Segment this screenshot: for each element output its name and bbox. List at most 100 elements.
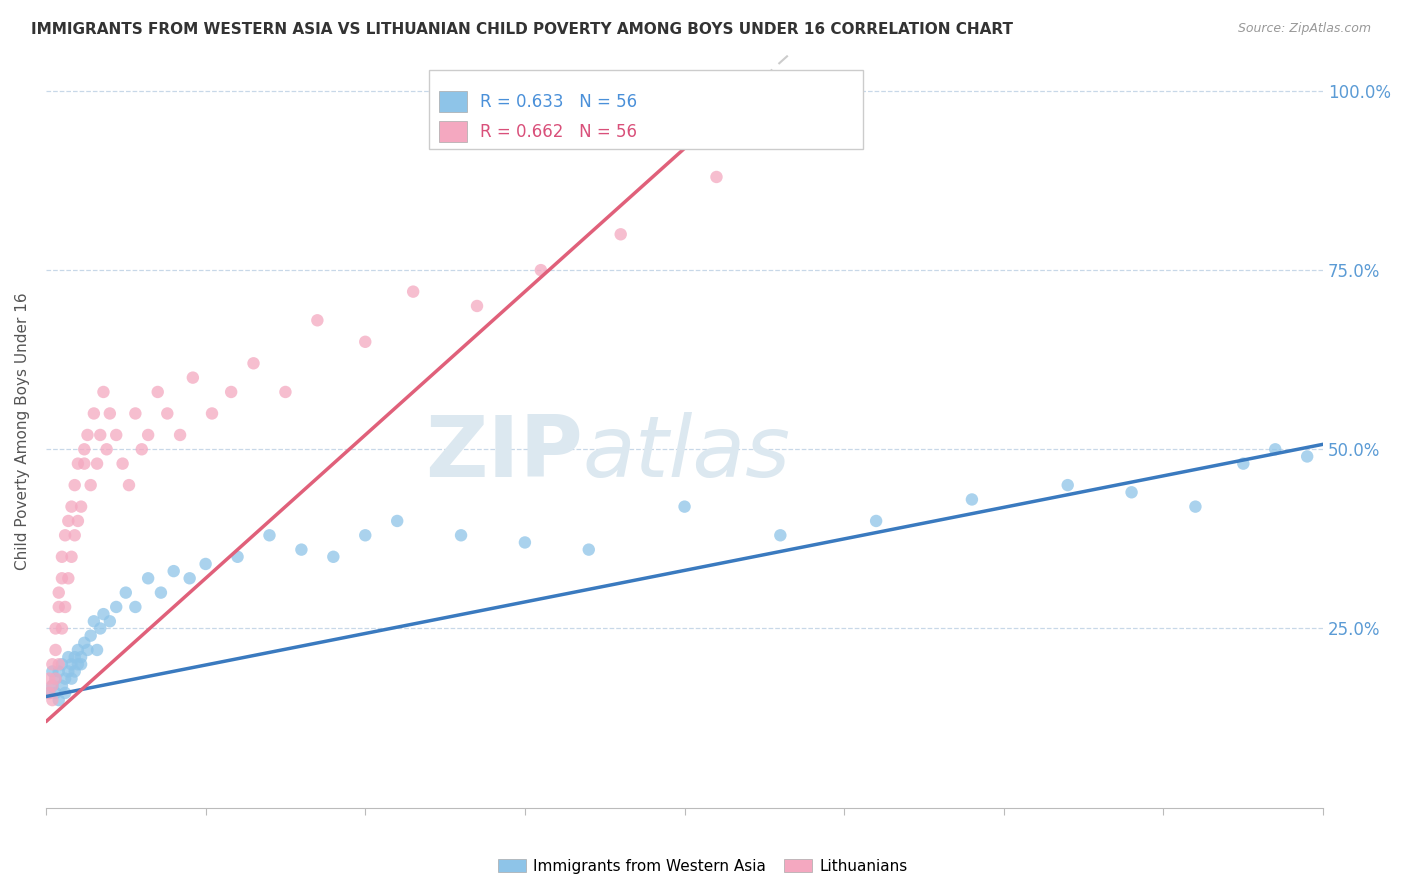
Point — [79, 478, 101, 492]
Point — [79, 629, 101, 643]
Point — [513, 535, 536, 549]
Point — [60, 500, 83, 514]
Point — [76, 643, 98, 657]
Point — [41, 679, 63, 693]
Point — [45, 622, 67, 636]
Point — [48, 665, 70, 679]
Point — [179, 571, 201, 585]
Point — [41, 679, 63, 693]
Point — [66, 514, 89, 528]
Point — [1296, 450, 1319, 464]
Point — [66, 457, 89, 471]
Text: R = 0.662   N = 56: R = 0.662 N = 56 — [481, 123, 637, 141]
Point — [149, 585, 172, 599]
Point — [76, 428, 98, 442]
Point — [1232, 457, 1254, 471]
Bar — [439, 121, 467, 143]
Point — [66, 643, 89, 657]
Point — [609, 227, 631, 242]
Point — [70, 500, 93, 514]
Point — [58, 571, 80, 585]
Point — [354, 334, 377, 349]
Point — [38, 672, 60, 686]
Point — [98, 407, 121, 421]
Point — [194, 557, 217, 571]
Point — [45, 672, 67, 686]
Text: IMMIGRANTS FROM WESTERN ASIA VS LITHUANIAN CHILD POVERTY AMONG BOYS UNDER 16 COR: IMMIGRANTS FROM WESTERN ASIA VS LITHUANI… — [31, 22, 1012, 37]
Point — [136, 428, 159, 442]
Point — [89, 428, 111, 442]
Point — [169, 428, 191, 442]
Point — [86, 643, 108, 657]
Point — [63, 665, 86, 679]
Point — [242, 356, 264, 370]
Point — [58, 665, 80, 679]
Point — [63, 528, 86, 542]
Point — [322, 549, 344, 564]
Point — [124, 407, 146, 421]
Point — [41, 693, 63, 707]
Point — [53, 528, 76, 542]
Point — [219, 384, 242, 399]
Point — [259, 528, 281, 542]
Point — [73, 457, 96, 471]
Point — [136, 571, 159, 585]
Point — [38, 686, 60, 700]
Point — [706, 169, 728, 184]
Point — [290, 542, 312, 557]
Point — [114, 585, 136, 599]
Point — [118, 478, 141, 492]
Point — [38, 686, 60, 700]
Point — [51, 622, 73, 636]
Point — [63, 478, 86, 492]
Point — [48, 585, 70, 599]
Point — [673, 500, 696, 514]
Point — [1056, 478, 1078, 492]
Point — [48, 599, 70, 614]
Text: Source: ZipAtlas.com: Source: ZipAtlas.com — [1237, 22, 1371, 36]
Point — [48, 657, 70, 672]
Point — [45, 686, 67, 700]
Point — [60, 672, 83, 686]
Point — [105, 599, 128, 614]
Point — [70, 650, 93, 665]
Point — [146, 384, 169, 399]
Point — [465, 299, 488, 313]
Point — [105, 428, 128, 442]
Point — [93, 607, 115, 621]
Point — [124, 599, 146, 614]
Point — [41, 665, 63, 679]
Point — [60, 549, 83, 564]
Point — [1121, 485, 1143, 500]
Point — [73, 442, 96, 457]
Point — [45, 643, 67, 657]
Point — [53, 599, 76, 614]
Point — [226, 549, 249, 564]
Point — [960, 492, 983, 507]
Point — [51, 679, 73, 693]
Point — [156, 407, 179, 421]
Point — [181, 370, 204, 384]
Point — [45, 672, 67, 686]
Point — [96, 442, 118, 457]
Point — [769, 528, 792, 542]
Point — [89, 622, 111, 636]
Point — [60, 657, 83, 672]
Point — [1264, 442, 1286, 457]
Point — [66, 657, 89, 672]
Point — [131, 442, 153, 457]
Point — [93, 384, 115, 399]
Point — [51, 657, 73, 672]
FancyBboxPatch shape — [429, 70, 863, 149]
Legend: Immigrants from Western Asia, Lithuanians: Immigrants from Western Asia, Lithuanian… — [492, 853, 914, 880]
Point — [201, 407, 224, 421]
Point — [70, 657, 93, 672]
Point — [51, 571, 73, 585]
Point — [354, 528, 377, 542]
Point — [450, 528, 472, 542]
Point — [73, 636, 96, 650]
Point — [1184, 500, 1206, 514]
Y-axis label: Child Poverty Among Boys Under 16: Child Poverty Among Boys Under 16 — [15, 293, 30, 570]
Point — [402, 285, 425, 299]
Point — [578, 542, 600, 557]
